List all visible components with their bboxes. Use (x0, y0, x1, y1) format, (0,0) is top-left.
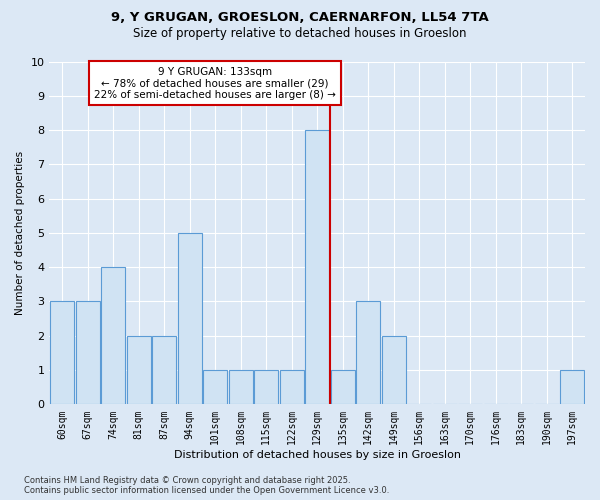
Text: Contains HM Land Registry data © Crown copyright and database right 2025.
Contai: Contains HM Land Registry data © Crown c… (24, 476, 389, 495)
Bar (229, 370, 253, 404)
X-axis label: Distribution of detached houses by size in Groeslon: Distribution of detached houses by size … (174, 450, 461, 460)
Bar (356, 302, 380, 405)
Bar (127, 336, 151, 404)
Bar (50, 302, 74, 405)
Bar (280, 370, 304, 404)
Bar (76, 302, 100, 405)
Bar (382, 336, 406, 404)
Text: 9 Y GRUGAN: 133sqm
← 78% of detached houses are smaller (29)
22% of semi-detache: 9 Y GRUGAN: 133sqm ← 78% of detached hou… (94, 66, 336, 100)
Bar (203, 370, 227, 404)
Y-axis label: Number of detached properties: Number of detached properties (15, 151, 25, 315)
Bar (560, 370, 584, 404)
Text: Size of property relative to detached houses in Groeslon: Size of property relative to detached ho… (133, 28, 467, 40)
Bar (101, 267, 125, 404)
Bar (305, 130, 329, 404)
Bar (254, 370, 278, 404)
Text: 9, Y GRUGAN, GROESLON, CAERNARFON, LL54 7TA: 9, Y GRUGAN, GROESLON, CAERNARFON, LL54 … (111, 11, 489, 24)
Bar (178, 233, 202, 404)
Bar (152, 336, 176, 404)
Bar (331, 370, 355, 404)
